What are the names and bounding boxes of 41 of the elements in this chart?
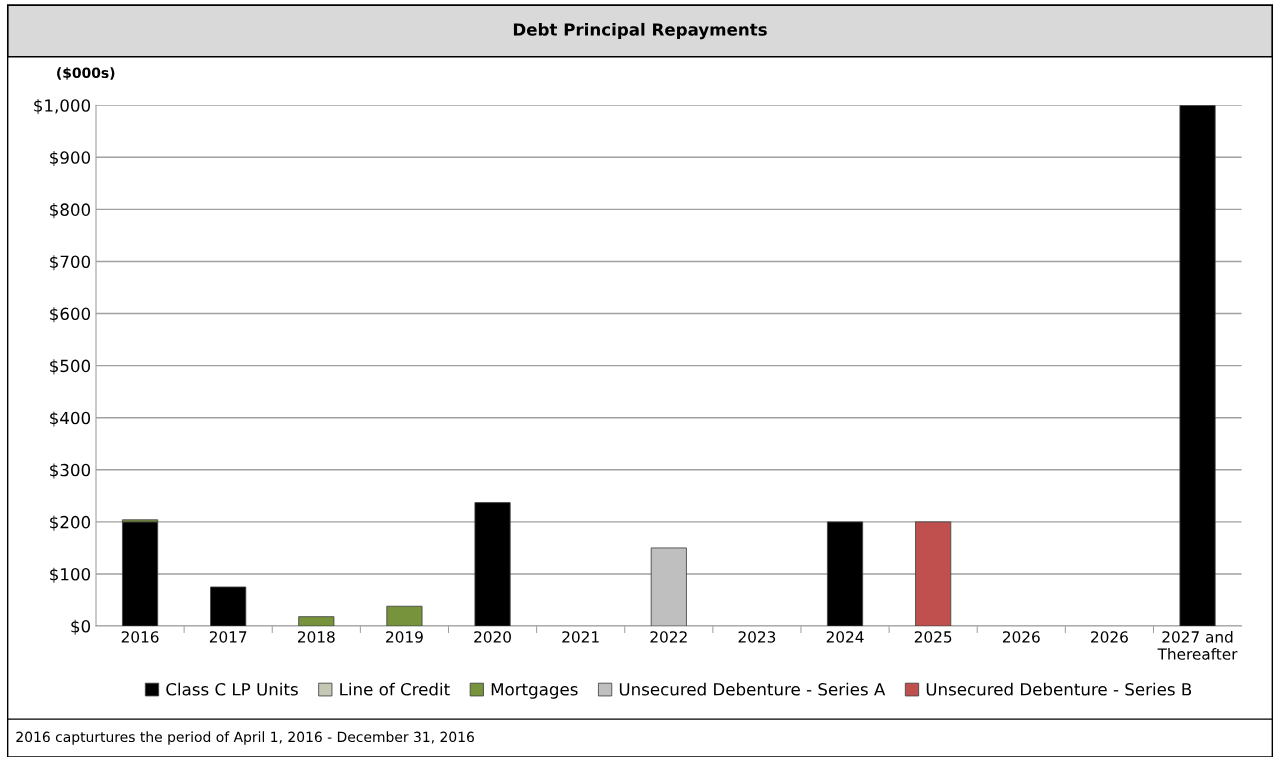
y-tick-label: $700 xyxy=(50,255,91,271)
legend-label: Class C LP Units xyxy=(166,682,298,696)
legend-label: Unsecured Debenture - Series B xyxy=(926,682,1192,696)
legend-label: Line of Credit xyxy=(340,682,450,696)
y-tick-label: $100 xyxy=(50,567,91,583)
y-axis-title: ($000s) xyxy=(57,67,115,80)
text: 2016 capturtures the period of April 1, 2016 - December 31, 2016 xyxy=(16,731,474,745)
y-tick-label: $200 xyxy=(50,515,91,531)
x-tick-label: 2026 xyxy=(1002,631,1040,643)
bar xyxy=(915,521,952,627)
y-tick-label: $300 xyxy=(50,463,91,479)
bar xyxy=(210,586,247,627)
x-tick-label: 2019 xyxy=(386,631,423,643)
x-tick-label: 2025 xyxy=(914,631,952,643)
y-tick-label: $500 xyxy=(50,359,91,375)
bar xyxy=(386,605,423,627)
x-tick-label: 2017 xyxy=(209,631,247,643)
y-tick-label: $600 xyxy=(50,307,91,323)
x-tick-label: 2020 xyxy=(474,631,511,643)
legend-label: Unsecured Debenture - Series A xyxy=(619,682,886,696)
bar xyxy=(122,521,159,627)
y-tick-label: $800 xyxy=(50,203,91,219)
x-tick-label: 2027 and Thereafter xyxy=(1157,630,1238,660)
bar xyxy=(474,502,511,627)
y-tick-label: $1,000 xyxy=(34,98,91,115)
y-tick-label: $400 xyxy=(50,411,91,427)
x-tick-label: 2022 xyxy=(650,631,687,643)
legend-label: Mortgages xyxy=(491,683,578,699)
x-tick-label: 2023 xyxy=(738,631,776,643)
x-tick-label: 2026 xyxy=(1091,631,1128,643)
bar xyxy=(1179,105,1216,627)
y-tick-label: $900 xyxy=(50,150,91,167)
x-tick-label: 2018 xyxy=(297,631,335,643)
x-tick-label: 2021 xyxy=(562,631,599,643)
bar xyxy=(827,521,864,627)
bar xyxy=(298,616,335,627)
y-tick-label: $0 xyxy=(71,619,91,635)
bar xyxy=(650,547,687,627)
x-tick-label: 2016 xyxy=(121,631,159,643)
chart-title: Debt Principal Repayments xyxy=(513,22,767,40)
x-tick-label: 2024 xyxy=(826,631,864,643)
